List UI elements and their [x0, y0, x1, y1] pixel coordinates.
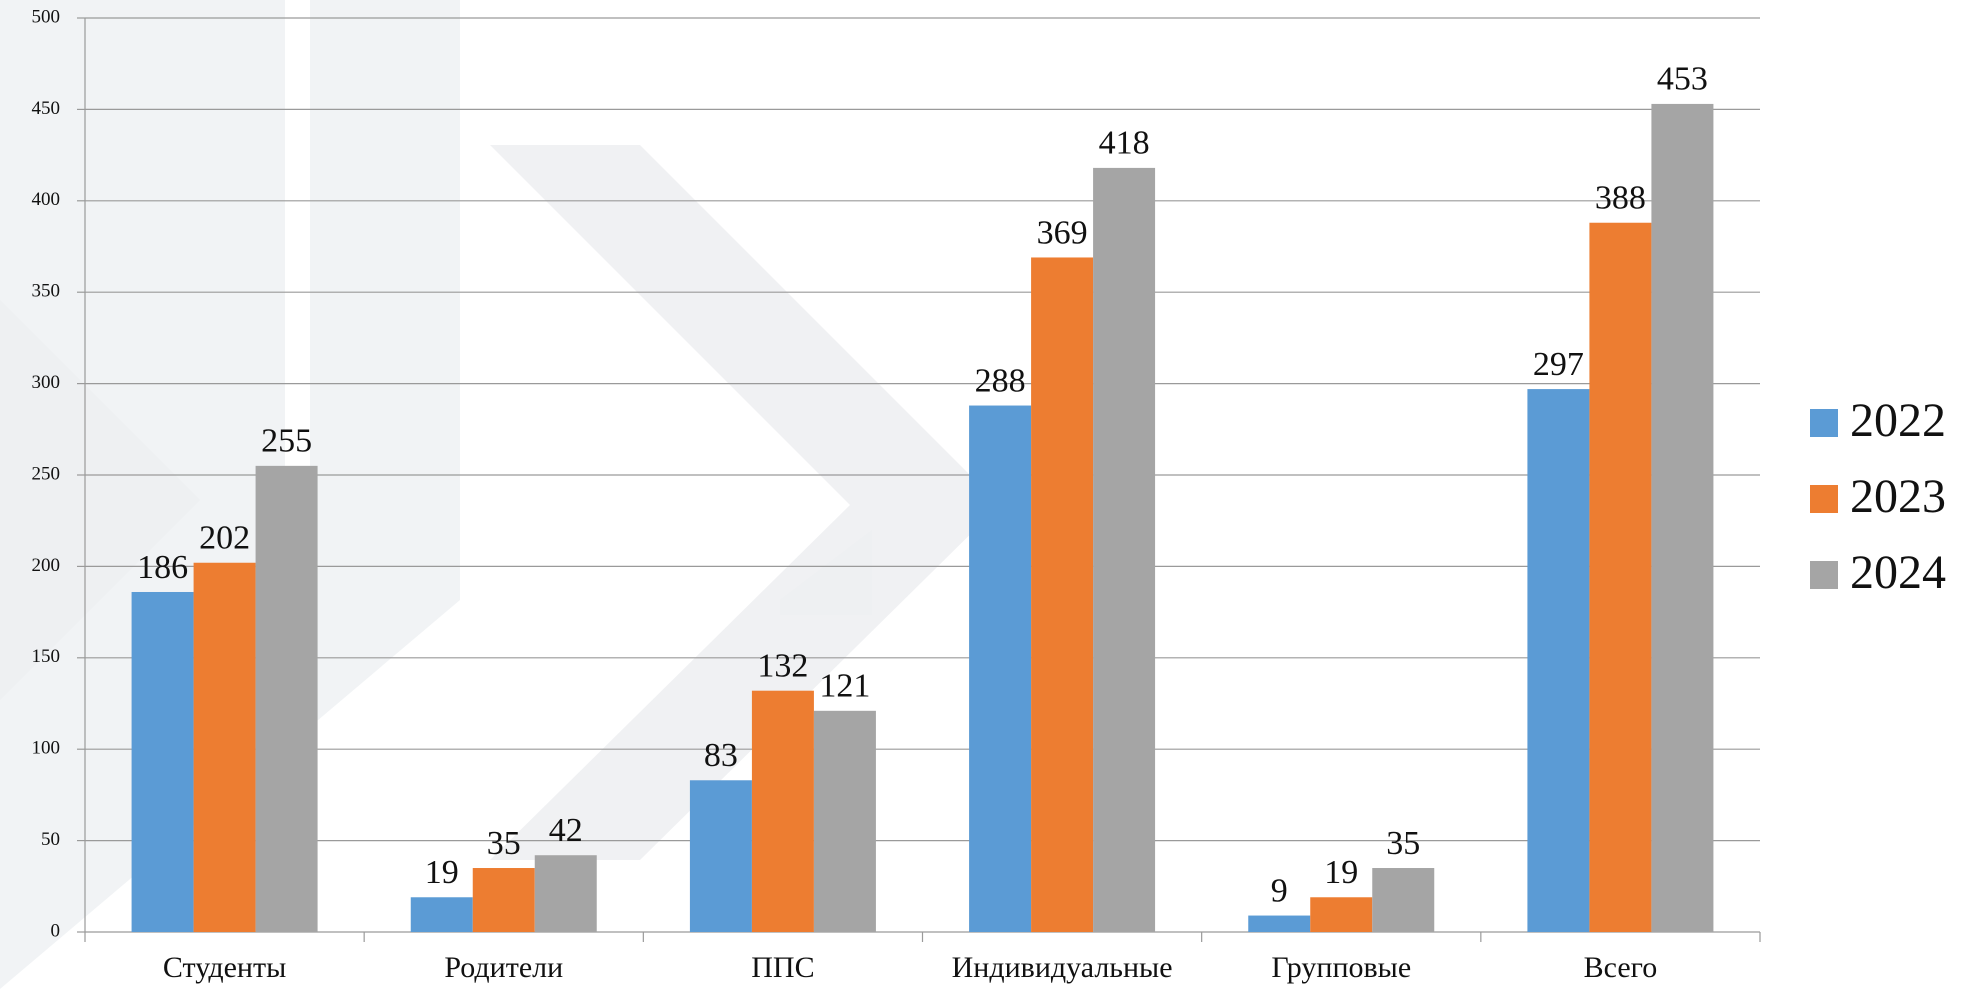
data-label: 186 [137, 549, 188, 586]
bar [255, 465, 318, 932]
data-label: 121 [819, 668, 870, 705]
data-label: 42 [549, 812, 583, 849]
legend-label: 2022 [1850, 394, 1946, 447]
data-label: 35 [487, 825, 521, 862]
data-label: 388 [1595, 180, 1646, 217]
y-tick-label: 50 [41, 829, 60, 850]
x-tick-label: ППС [751, 951, 814, 984]
bar [751, 690, 814, 932]
y-tick-label: 450 [32, 98, 61, 119]
data-label: 19 [425, 854, 459, 891]
bar [1372, 868, 1435, 932]
x-tick-label: Групповые [1271, 951, 1411, 984]
bar [472, 868, 535, 932]
y-tick-label: 400 [32, 189, 61, 210]
data-label: 132 [757, 648, 808, 685]
y-tick-label: 100 [32, 738, 61, 759]
data-label: 83 [704, 737, 738, 774]
x-tick-label: Всего [1584, 951, 1658, 984]
y-tick-label: 0 [51, 920, 61, 941]
bar [131, 591, 194, 932]
y-tick-label: 350 [32, 281, 61, 302]
bar [534, 855, 597, 932]
bar [969, 405, 1032, 932]
bar [689, 780, 752, 932]
bar [1527, 389, 1590, 933]
data-label: 202 [199, 520, 250, 557]
legend-swatch [1810, 409, 1838, 437]
data-label: 453 [1657, 61, 1708, 98]
bar [1310, 897, 1373, 932]
bar [410, 897, 473, 932]
y-tick-label: 250 [32, 463, 61, 484]
data-label: 255 [261, 423, 312, 460]
bar [1248, 915, 1311, 932]
x-tick-label: Родители [444, 951, 563, 984]
y-tick-label: 150 [32, 646, 61, 667]
legend-swatch [1810, 561, 1838, 589]
data-label: 288 [975, 362, 1026, 399]
x-tick-label: Студенты [163, 951, 286, 984]
data-label: 19 [1324, 854, 1358, 891]
bar [1651, 103, 1714, 932]
data-label: 9 [1271, 872, 1288, 909]
bar [1031, 257, 1094, 932]
y-tick-label: 500 [32, 6, 61, 27]
legend-label: 2023 [1850, 470, 1946, 523]
data-label: 418 [1099, 125, 1150, 162]
background-decoration [0, 0, 1000, 989]
bar [1589, 222, 1652, 933]
bar [1093, 167, 1156, 932]
data-label: 35 [1386, 825, 1420, 862]
y-tick-label: 300 [32, 372, 61, 393]
bar [813, 710, 876, 932]
data-label: 369 [1037, 214, 1088, 251]
legend-label: 2024 [1850, 546, 1946, 599]
bar [193, 562, 256, 932]
data-label: 297 [1533, 346, 1584, 383]
x-tick-label: Индивидуальные [952, 951, 1173, 984]
y-tick-label: 200 [32, 555, 61, 576]
legend-swatch [1810, 485, 1838, 513]
